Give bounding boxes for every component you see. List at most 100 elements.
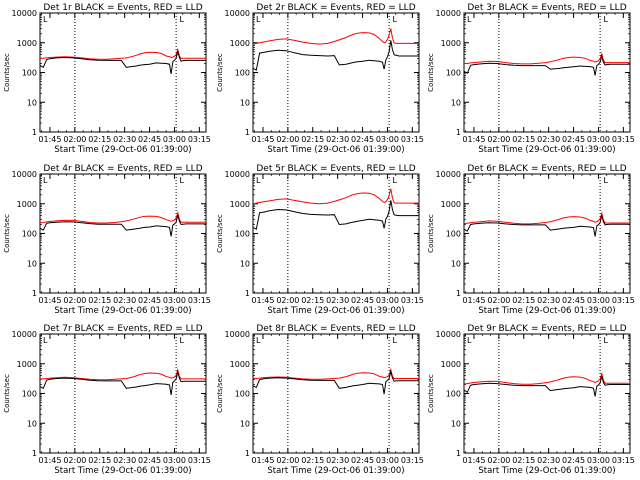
y-tick-label: 1 <box>456 128 461 137</box>
panel-title: Det 5r BLACK = Events, RED = LLD <box>256 164 415 174</box>
x-tick-label: 02:45 <box>351 456 374 465</box>
x-axis-label: Start Time (29-Oct-06 01:39:00) <box>267 466 404 476</box>
lld-series-line <box>463 211 630 225</box>
x-tick-label: 03:00 <box>163 135 186 144</box>
y-tick-label: 1 <box>32 449 37 458</box>
x-tick-label: 03:15 <box>401 296 424 305</box>
x-tick-label: 02:30 <box>326 135 349 144</box>
lld-series-line <box>39 210 206 224</box>
x-tick-label: 02:00 <box>487 135 510 144</box>
x-tick-label: 02:00 <box>63 296 86 305</box>
detector-panel: Det 5r BLACK = Events, RED = LLD 1 10 100 10… <box>216 164 424 316</box>
plot-frame <box>39 333 207 454</box>
x-tick-label: 02:45 <box>351 296 374 305</box>
y-axis-label: Counts/sec <box>216 53 224 92</box>
x-tick-label: 03:15 <box>612 296 635 305</box>
events-series-line <box>252 200 419 230</box>
y-tick-label: 10 <box>240 259 250 268</box>
event-marker: L <box>603 15 608 24</box>
x-tick-label: 01:45 <box>38 135 61 144</box>
y-tick-label: 10000 <box>12 170 37 179</box>
y-tick-label: 10 <box>27 259 37 268</box>
events-series-line <box>463 54 630 76</box>
x-tick-label: 02:30 <box>326 456 349 465</box>
y-tick-label: 10 <box>451 419 461 428</box>
y-tick-label: 1000 <box>230 200 250 209</box>
detector-panel: Det 1r BLACK = Events, RED = LLD 1 10 100 10… <box>3 3 211 155</box>
lld-series-line <box>253 367 419 380</box>
panel-title: Det 9r BLACK = Events, RED = LLD <box>467 324 626 334</box>
y-tick-label: 1000 <box>441 200 461 209</box>
y-axis-label: Counts/sec <box>216 374 224 413</box>
y-tick-label: 1 <box>245 128 250 137</box>
x-tick-label: 01:45 <box>251 135 274 144</box>
events-series-line <box>252 369 419 395</box>
x-tick-label: 03:15 <box>612 456 635 465</box>
x-tick-label: 02:15 <box>301 296 324 305</box>
y-tick-label: 10 <box>451 98 461 107</box>
x-tick-label: 02:45 <box>562 296 585 305</box>
x-tick-label: 01:45 <box>251 456 274 465</box>
x-tick-label: 01:45 <box>462 296 485 305</box>
x-tick-label: 02:15 <box>512 456 535 465</box>
panel-title: Det 4r BLACK = Events, RED = LLD <box>43 164 202 174</box>
detector-panel: Det 7r BLACK = Events, RED = LLD 1 10 100 10… <box>3 324 211 476</box>
x-tick-label: 02:15 <box>301 135 324 144</box>
x-axis-label: Start Time (29-Oct-06 01:39:00) <box>478 306 615 316</box>
y-tick-label: 100 <box>22 230 37 239</box>
x-tick-label: 03:15 <box>612 135 635 144</box>
y-tick-label: 10 <box>240 419 250 428</box>
x-tick-label: 02:15 <box>512 135 535 144</box>
x-tick-label: 03:15 <box>188 296 211 305</box>
event-marker: L <box>603 176 608 185</box>
x-tick-label: 03:00 <box>163 456 186 465</box>
y-tick-label: 10000 <box>436 330 461 339</box>
y-tick-label: 10000 <box>12 9 37 18</box>
x-tick-label: 02:45 <box>138 456 161 465</box>
detector-panel: Det 9r BLACK = Events, RED = LLD 1 10 100 10… <box>427 324 635 476</box>
x-tick-label: 02:15 <box>88 296 111 305</box>
x-axis-label: Start Time (29-Oct-06 01:39:00) <box>54 145 191 155</box>
x-tick-label: 01:45 <box>38 456 61 465</box>
detector-panel: Det 2r BLACK = Events, RED = LLD 1 10 100 10… <box>216 3 424 155</box>
corner-marker: L <box>43 176 48 185</box>
x-tick-label: 02:15 <box>512 296 535 305</box>
corner-marker: L <box>467 336 472 345</box>
y-tick-label: 10 <box>27 419 37 428</box>
y-tick-label: 1 <box>245 449 250 458</box>
y-tick-label: 100 <box>446 390 461 399</box>
plot-frame <box>252 173 420 294</box>
event-marker: L <box>392 15 397 24</box>
y-tick-label: 1 <box>32 289 37 298</box>
y-tick-label: 100 <box>446 230 461 239</box>
events-series-line <box>39 370 206 395</box>
x-tick-label: 02:30 <box>537 135 560 144</box>
events-series-line <box>463 376 630 397</box>
event-marker: L <box>179 176 184 185</box>
plot-frame <box>252 333 420 454</box>
events-series-line <box>252 40 419 71</box>
y-tick-label: 1 <box>456 289 461 298</box>
y-tick-label: 10000 <box>12 330 37 339</box>
x-tick-label: 02:00 <box>487 456 510 465</box>
panel-title: Det 3r BLACK = Events, RED = LLD <box>467 3 626 13</box>
x-tick-label: 03:15 <box>401 456 424 465</box>
x-tick-label: 02:00 <box>276 296 299 305</box>
x-tick-label: 03:00 <box>163 296 186 305</box>
x-tick-label: 02:00 <box>276 135 299 144</box>
x-tick-label: 02:30 <box>113 135 136 144</box>
corner-marker: L <box>256 176 261 185</box>
lld-series-line <box>40 47 206 60</box>
y-tick-label: 1000 <box>441 360 461 369</box>
panel-title: Det 1r BLACK = Events, RED = LLD <box>43 3 202 13</box>
x-tick-label: 03:00 <box>587 296 610 305</box>
panel-title: Det 7r BLACK = Events, RED = LLD <box>43 324 202 334</box>
x-axis-label: Start Time (29-Oct-06 01:39:00) <box>54 466 191 476</box>
corner-marker: L <box>256 15 261 24</box>
event-marker: L <box>179 15 184 24</box>
x-tick-label: 03:00 <box>587 135 610 144</box>
x-axis-label: Start Time (29-Oct-06 01:39:00) <box>267 306 404 316</box>
x-tick-label: 02:30 <box>537 456 560 465</box>
lld-series-line <box>252 28 419 45</box>
x-tick-label: 02:15 <box>301 456 324 465</box>
